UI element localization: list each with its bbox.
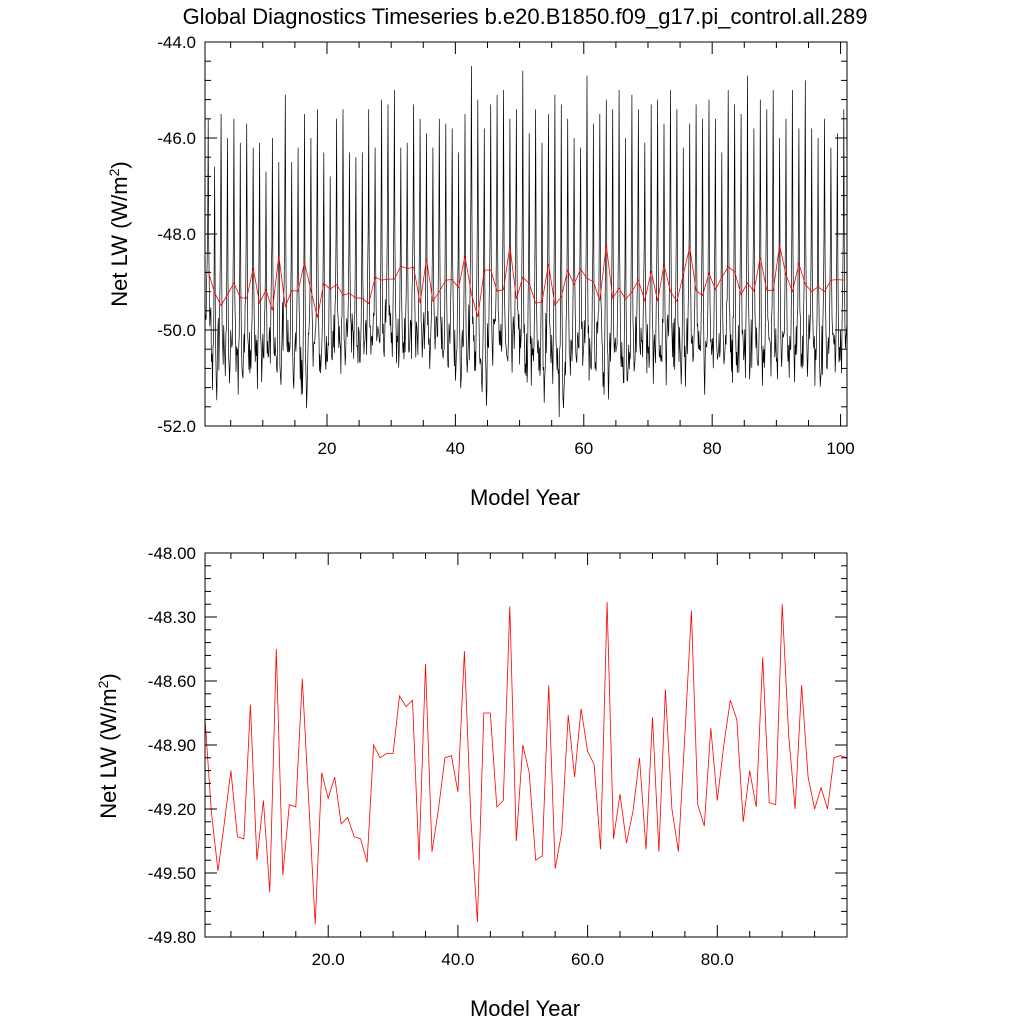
- x-tick-label: 60: [574, 439, 593, 458]
- x-tick-label: 20: [318, 439, 337, 458]
- y-tick-label: -48.60: [148, 672, 196, 691]
- bottom-panel: 20.0 40.0 60.0 80.0 -49.80 -49.50 -49.20 -48.90…: [95, 544, 848, 1021]
- top-panel-axes: [204, 41, 848, 427]
- top-panel-x-axis-label: Model Year: [470, 485, 580, 510]
- y-tick-label: -48.00: [148, 544, 196, 563]
- y-tick-label: -52.0: [157, 417, 196, 436]
- y-tick-label: -46.0: [157, 129, 196, 148]
- y-tick-label: -44.0: [157, 33, 196, 52]
- x-tick-label: 20.0: [312, 950, 345, 969]
- y-tick-label: -50.0: [157, 321, 196, 340]
- x-tick-label: 80.0: [701, 950, 734, 969]
- x-tick-label: 40.0: [441, 950, 474, 969]
- plot-frame: [204, 552, 848, 938]
- top-panel-y-axis-label: Net LW (W/m2): [106, 161, 132, 306]
- y-tick-label: -48.0: [157, 225, 196, 244]
- x-tick-label: 40: [446, 439, 465, 458]
- annual-mean-series-line: [204, 602, 848, 925]
- figure-title: Global Diagnostics Timeseries b.e20.B185…: [183, 4, 868, 29]
- top-panel-tick-labels: 20 40 60 80 100 -52.0 -50.0 -48.0 -46.0 -44.0: [157, 33, 855, 458]
- bottom-panel-x-axis-label: Model Year: [470, 996, 580, 1021]
- y-tick-label: -49.20: [148, 800, 196, 819]
- y-tick-label: -48.30: [148, 608, 196, 627]
- bottom-panel-axes: [204, 552, 848, 938]
- y-tick-label: -49.50: [148, 864, 196, 883]
- bottom-panel-y-axis-label: Net LW (W/m2): [95, 673, 121, 818]
- x-tick-label: 100: [826, 439, 854, 458]
- bottom-panel-series: [204, 602, 848, 925]
- x-tick-label: 80: [703, 439, 722, 458]
- top-panel: 20 40 60 80 100 -52.0 -50.0 -48.0 -46.0 -44.0 Mod…: [106, 33, 855, 510]
- monthly-series-line: [204, 65, 848, 418]
- y-tick-label: -49.80: [148, 928, 196, 947]
- top-panel-series: [204, 65, 848, 418]
- bottom-panel-tick-labels: 20.0 40.0 60.0 80.0 -49.80 -49.50 -49.20 -48.90…: [148, 544, 734, 969]
- y-tick-label: -48.90: [148, 736, 196, 755]
- x-tick-label: 60.0: [571, 950, 604, 969]
- annual-mean-series-line: [207, 244, 844, 318]
